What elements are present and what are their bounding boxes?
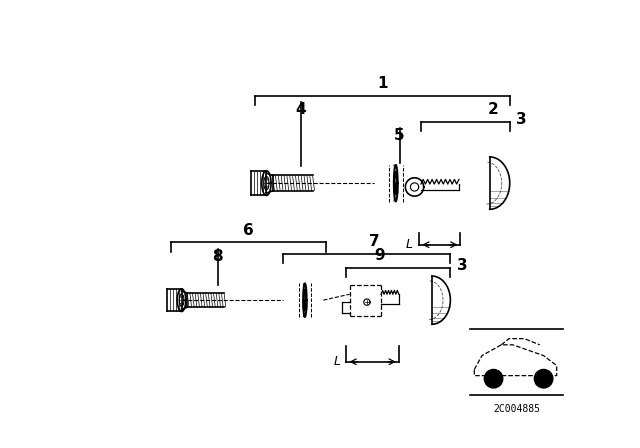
Polygon shape <box>303 300 307 309</box>
Text: 3: 3 <box>456 258 467 273</box>
Text: 2C004885: 2C004885 <box>493 404 540 414</box>
Text: 7: 7 <box>369 234 380 250</box>
Polygon shape <box>394 183 397 193</box>
Text: L: L <box>406 238 413 251</box>
Circle shape <box>534 370 553 388</box>
Text: 9: 9 <box>374 248 385 263</box>
Text: 8: 8 <box>212 249 223 263</box>
Text: 3: 3 <box>516 112 527 127</box>
Text: L: L <box>333 355 340 368</box>
Text: 5: 5 <box>394 128 405 142</box>
Text: 1: 1 <box>377 77 388 91</box>
Text: 4: 4 <box>296 102 307 117</box>
Text: 6: 6 <box>243 223 254 238</box>
Text: 2: 2 <box>488 102 498 117</box>
Circle shape <box>484 370 503 388</box>
